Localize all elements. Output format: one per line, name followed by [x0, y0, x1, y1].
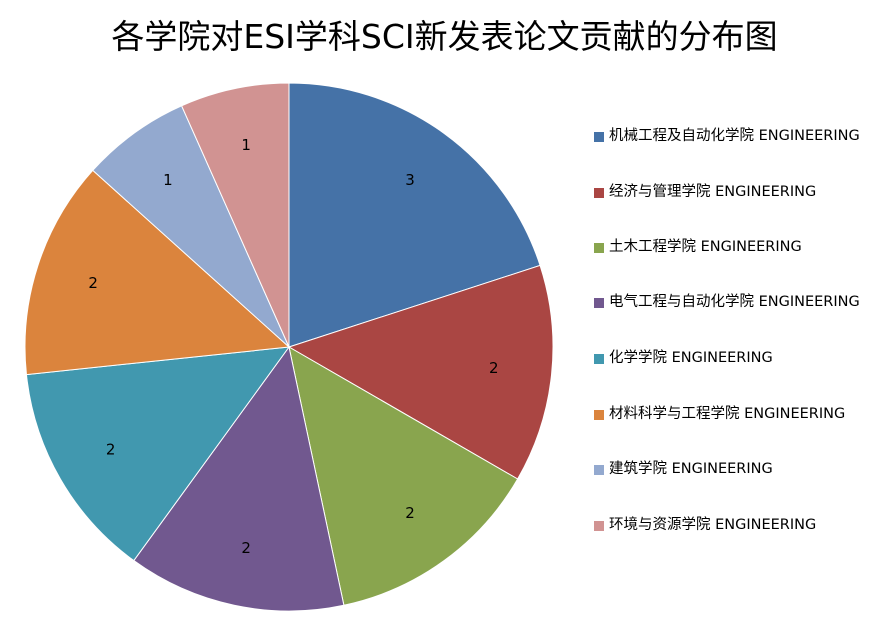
- legend-swatch: [594, 243, 604, 253]
- pie-slice-7: [92, 105, 290, 348]
- legend-label: 机械工程及自动化学院 ENGINEERING: [609, 128, 860, 144]
- chart-title: 各学院对ESI学科SCI新发表论文贡献的分布图: [111, 17, 778, 56]
- legend-item-4: 电气工程与自动化学院 ENGINEERING: [591, 290, 887, 314]
- legend-item-6: 材料科学与工程学院 ENGINEERING: [591, 402, 887, 426]
- legend-item-1: 机械工程及自动化学院 ENGINEERING: [591, 124, 887, 148]
- legend-label: 材料科学与工程学院 ENGINEERING: [609, 406, 846, 422]
- pie-slice-2: [287, 264, 554, 480]
- pie-slice-8: [180, 82, 290, 348]
- data-label-1: 3: [405, 171, 415, 189]
- legend-item-3: 土木工程学院 ENGINEERING: [591, 235, 887, 259]
- legend-swatch: [594, 298, 604, 308]
- legend-swatch: [594, 465, 604, 475]
- legend-swatch: [594, 521, 604, 531]
- data-label-7: 1: [163, 171, 173, 189]
- data-label-8: 1: [241, 136, 251, 154]
- legend-label: 土木工程学院 ENGINEERING: [609, 239, 802, 255]
- legend-item-8: 环境与资源学院 ENGINEERING: [591, 513, 887, 537]
- pie-slice-4: [133, 345, 345, 612]
- legend-item-2: 经济与管理学院 ENGINEERING: [591, 180, 887, 204]
- legend-swatch: [594, 354, 604, 364]
- legend-label: 经济与管理学院 ENGINEERING: [609, 184, 817, 200]
- data-label-3: 2: [405, 504, 415, 522]
- legend-label: 电气工程与自动化学院 ENGINEERING: [609, 294, 860, 310]
- data-label-5: 2: [106, 440, 116, 458]
- legend-swatch: [594, 188, 604, 198]
- legend-label: 化学学院 ENGINEERING: [609, 350, 773, 366]
- legend-swatch: [594, 132, 604, 142]
- pie-slice-3: [288, 346, 519, 606]
- legend-item-7: 建筑学院 ENGINEERING: [591, 457, 887, 481]
- legend-label: 建筑学院 ENGINEERING: [609, 461, 773, 477]
- data-label-6: 2: [88, 274, 98, 292]
- legend-label: 环境与资源学院 ENGINEERING: [609, 517, 817, 533]
- legend-swatch: [594, 410, 604, 420]
- pie-slice-5: [25, 346, 291, 562]
- pie-slice-6: [24, 169, 291, 376]
- data-label-4: 2: [241, 539, 251, 557]
- legend-item-5: 化学学院 ENGINEERING: [591, 346, 887, 370]
- pie-slice-1: [288, 82, 541, 348]
- data-label-2: 2: [489, 359, 499, 377]
